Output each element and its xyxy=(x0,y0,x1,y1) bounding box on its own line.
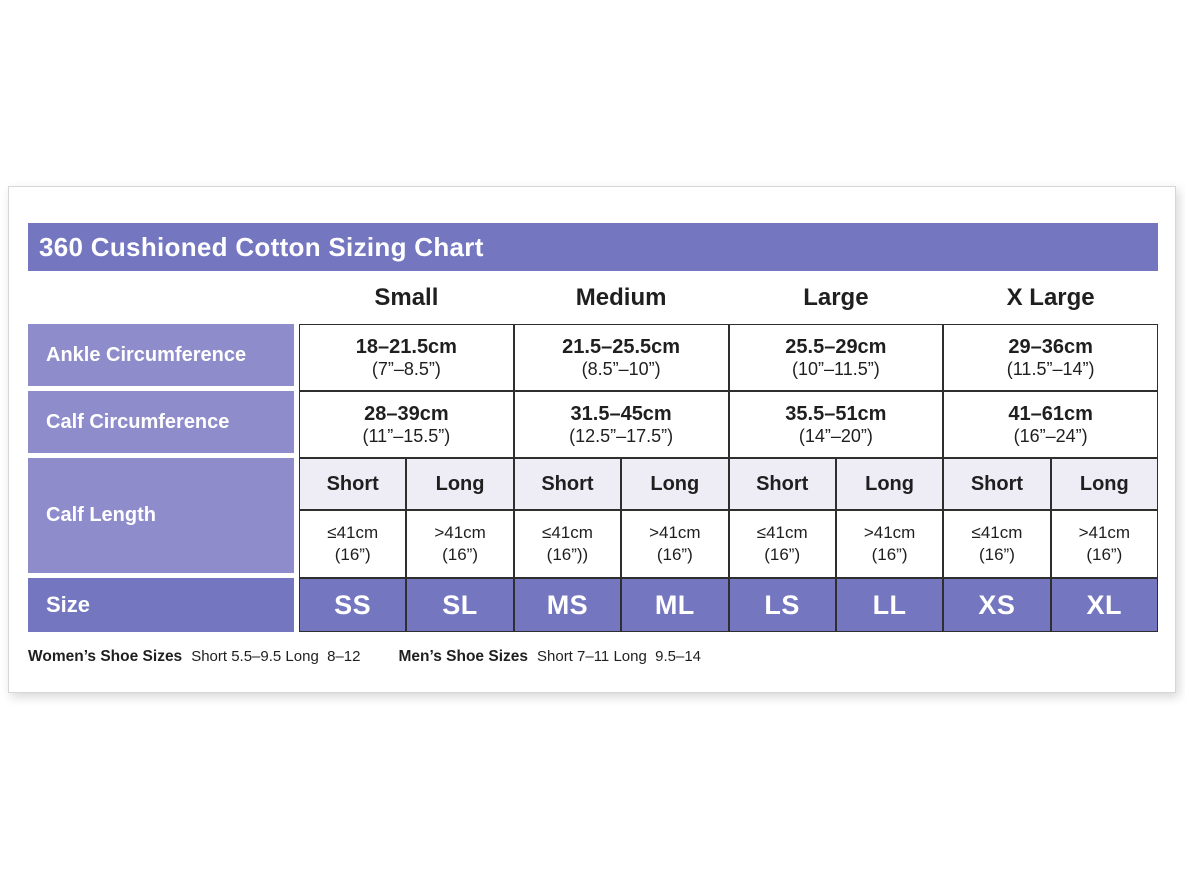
ankle-medium-inches: (8.5”–10”) xyxy=(581,358,661,379)
column-group-header-medium: Medium xyxy=(575,283,667,311)
calf-length-value-sl: >41cm (16”) xyxy=(406,510,514,578)
size-cell-xs: XS xyxy=(943,578,1051,632)
chart-title: 360 Cushioned Cotton Sizing Chart xyxy=(39,231,484,262)
ankle-small-inches: (7”–8.5”) xyxy=(371,358,441,379)
calf-length-value-ml: >41cm (16”) xyxy=(621,510,729,578)
womens-shoe-sizes-value: Short 5.5–9.5 Long 8–12 xyxy=(191,648,361,665)
ankle-medium-cell: 21.5–25.5cm (8.5”–10”) xyxy=(513,324,729,391)
calf-length-ms-inches: (16”)) xyxy=(546,545,589,564)
ankle-large-inches: (10”–11.5”) xyxy=(792,358,880,379)
calf-circ-medium-inches: (12.5”–17.5”) xyxy=(569,425,674,446)
mens-shoe-sizes-label: Men’s Shoe Sizes xyxy=(398,648,529,665)
row-label-size: Size xyxy=(28,578,299,632)
calf-length-ls-cm: ≤41cm xyxy=(756,522,808,542)
calf-length-ls-inches: (16”) xyxy=(764,545,801,564)
size-cell-ll: LL xyxy=(835,578,944,632)
calf-length-value-ll: >41cm (16”) xyxy=(835,510,944,578)
ankle-large-cell: 25.5–29cm (10”–11.5”) xyxy=(728,324,944,391)
calf-length-ss-cm: ≤41cm xyxy=(327,522,379,542)
calf-length-xl-cm: >41cm xyxy=(1078,522,1131,542)
calf-length-ll-cm: >41cm xyxy=(863,522,916,542)
shoe-sizes-footer: Women’s Shoe Sizes Short 5.5–9.5 Long 8–… xyxy=(28,648,1175,666)
calf-circ-small-inches: (11”–15.5”) xyxy=(362,425,451,446)
chart-title-bar: 360 Cushioned Cotton Sizing Chart xyxy=(28,223,1158,271)
calf-circ-small-cell: 28–39cm (11”–15.5”) xyxy=(299,391,514,458)
womens-shoe-sizes-label: Women’s Shoe Sizes xyxy=(28,648,183,665)
calf-length-subheader-large-short: Short xyxy=(728,458,836,510)
calf-circ-large-cm: 35.5–51cm xyxy=(785,402,887,425)
calf-length-ll-inches: (16”) xyxy=(871,545,908,564)
calf-length-ml-cm: >41cm xyxy=(649,522,701,542)
calf-length-subheader-small-short: Short xyxy=(299,458,407,510)
calf-length-ml-inches: (16”) xyxy=(656,545,693,564)
calf-circ-large-inches: (14”–20”) xyxy=(798,425,873,446)
calf-circ-large-cell: 35.5–51cm (14”–20”) xyxy=(728,391,944,458)
calf-length-ss-inches: (16”) xyxy=(334,545,371,564)
mens-shoe-sizes-value: Short 7–11 Long 9.5–14 xyxy=(537,648,702,665)
ankle-small-cm: 18–21.5cm xyxy=(355,335,457,358)
sizing-chart-card: 360 Cushioned Cotton Sizing Chart Small … xyxy=(8,186,1176,693)
calf-length-subheader-large-long: Long xyxy=(835,458,944,510)
row-label-calf-length: Calf Length xyxy=(28,458,299,578)
ankle-small-cell: 18–21.5cm (7”–8.5”) xyxy=(299,324,514,391)
column-group-header-large: Large xyxy=(803,283,869,311)
calf-length-sl-inches: (16”) xyxy=(442,545,479,564)
calf-circ-medium-cm: 31.5–45cm xyxy=(570,402,672,425)
size-cell-ml: ML xyxy=(621,578,729,632)
ankle-xlarge-cell: 29–36cm (11.5”–14”) xyxy=(943,324,1158,391)
calf-length-subheader-xlarge-long: Long xyxy=(1050,458,1158,510)
ankle-xlarge-cm: 29–36cm xyxy=(1008,335,1093,358)
calf-circ-xlarge-cell: 41–61cm (16”–24”) xyxy=(943,391,1158,458)
calf-length-xs-cm: ≤41cm xyxy=(971,522,1023,542)
row-label-calf-circumference: Calf Circumference xyxy=(28,391,299,458)
calf-circ-xlarge-cm: 41–61cm xyxy=(1008,402,1093,425)
ankle-medium-cm: 21.5–25.5cm xyxy=(562,335,681,358)
calf-length-xl-inches: (16”) xyxy=(1086,545,1123,564)
size-cell-ss: SS xyxy=(299,578,407,632)
calf-length-subheader-xlarge-short: Short xyxy=(943,458,1051,510)
calf-circ-small-cm: 28–39cm xyxy=(364,402,449,425)
calf-circ-medium-cell: 31.5–45cm (12.5”–17.5”) xyxy=(513,391,729,458)
calf-length-value-ss: ≤41cm (16”) xyxy=(299,510,407,578)
calf-length-subheader-small-long: Long xyxy=(406,458,514,510)
column-group-header-small: Small xyxy=(374,283,439,311)
ankle-xlarge-inches: (11.5”–14”) xyxy=(1006,358,1095,379)
calf-length-ms-cm: ≤41cm xyxy=(541,522,593,542)
calf-length-value-ls: ≤41cm (16”) xyxy=(728,510,836,578)
ankle-large-cm: 25.5–29cm xyxy=(785,335,887,358)
size-cell-ls: LS xyxy=(728,578,836,632)
column-group-header-xlarge: X Large xyxy=(1006,283,1095,311)
size-cell-xl: XL xyxy=(1050,578,1158,632)
calf-circ-xlarge-inches: (16”–24”) xyxy=(1013,425,1088,446)
row-label-ankle-circumference: Ankle Circumference xyxy=(28,324,299,391)
sizing-table: Small Medium Large X Large Ankle Circumf… xyxy=(28,271,1158,632)
calf-length-subheader-medium-short: Short xyxy=(513,458,622,510)
calf-length-value-ms: ≤41cm (16”)) xyxy=(513,510,622,578)
calf-length-value-xl: >41cm (16”) xyxy=(1050,510,1158,578)
calf-length-value-xs: ≤41cm (16”) xyxy=(943,510,1051,578)
calf-length-subheader-medium-long: Long xyxy=(621,458,729,510)
calf-length-xs-inches: (16”) xyxy=(978,545,1015,564)
size-cell-sl: SL xyxy=(406,578,514,632)
calf-length-sl-cm: >41cm xyxy=(434,522,486,542)
size-cell-ms: MS xyxy=(513,578,622,632)
